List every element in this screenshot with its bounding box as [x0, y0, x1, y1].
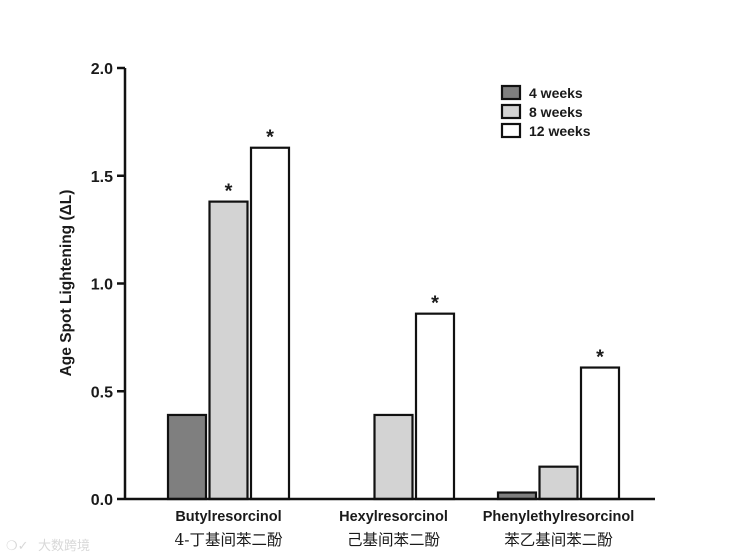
category-label: Butylresorcinol [175, 509, 281, 525]
significance-star: * [596, 347, 604, 369]
bar [414, 312, 456, 501]
legend-label: 8 weeks [529, 104, 583, 120]
y-tick-label: 0.0 [91, 492, 113, 509]
y-axis-label: Age Spot Lightening (ΔL) [58, 190, 75, 377]
bar [166, 413, 208, 501]
y-ticks: 0.0 0.5 1.0 1.5 2.0 [91, 61, 125, 509]
category-label-zh: 己基间苯二酚 [347, 531, 441, 549]
y-tick-label: 1.0 [91, 277, 113, 294]
legend-swatch [500, 84, 522, 101]
significance-markers: * * * * [225, 127, 605, 369]
y-tick-label: 1.5 [91, 169, 113, 186]
significance-star: * [266, 127, 274, 149]
bar [249, 146, 291, 501]
significance-star: * [431, 293, 439, 315]
bar [373, 413, 414, 501]
legend-swatch [500, 122, 522, 139]
category-label-zh: 4-丁基间苯二酚 [174, 531, 283, 549]
watermark-text: 大数跨境 [38, 539, 90, 554]
category-labels: Butylresorcinol 4-丁基间苯二酚 Hexylresorcinol 己基… [174, 509, 634, 549]
y-tick-label: 0.5 [91, 384, 113, 401]
category-label: Hexylresorcinol [339, 509, 448, 525]
bar [579, 366, 621, 501]
legend-swatch [500, 103, 522, 120]
bar [538, 465, 579, 501]
category-label: Phenylethylresorcinol [483, 509, 635, 525]
category-label-zh: 苯乙基间苯二酚 [504, 531, 613, 549]
legend: 4 weeks 8 weeks 12 weeks [500, 84, 591, 139]
significance-star: * [225, 181, 233, 203]
y-tick-label: 2.0 [91, 61, 113, 78]
watermark-logo-icon: ❍✓ [6, 539, 29, 554]
bars-group [166, 146, 621, 501]
bar [208, 200, 249, 501]
legend-label: 12 weeks [529, 123, 591, 139]
legend-label: 4 weeks [529, 85, 583, 101]
watermark: ❍✓ 大数跨境 [6, 539, 90, 554]
